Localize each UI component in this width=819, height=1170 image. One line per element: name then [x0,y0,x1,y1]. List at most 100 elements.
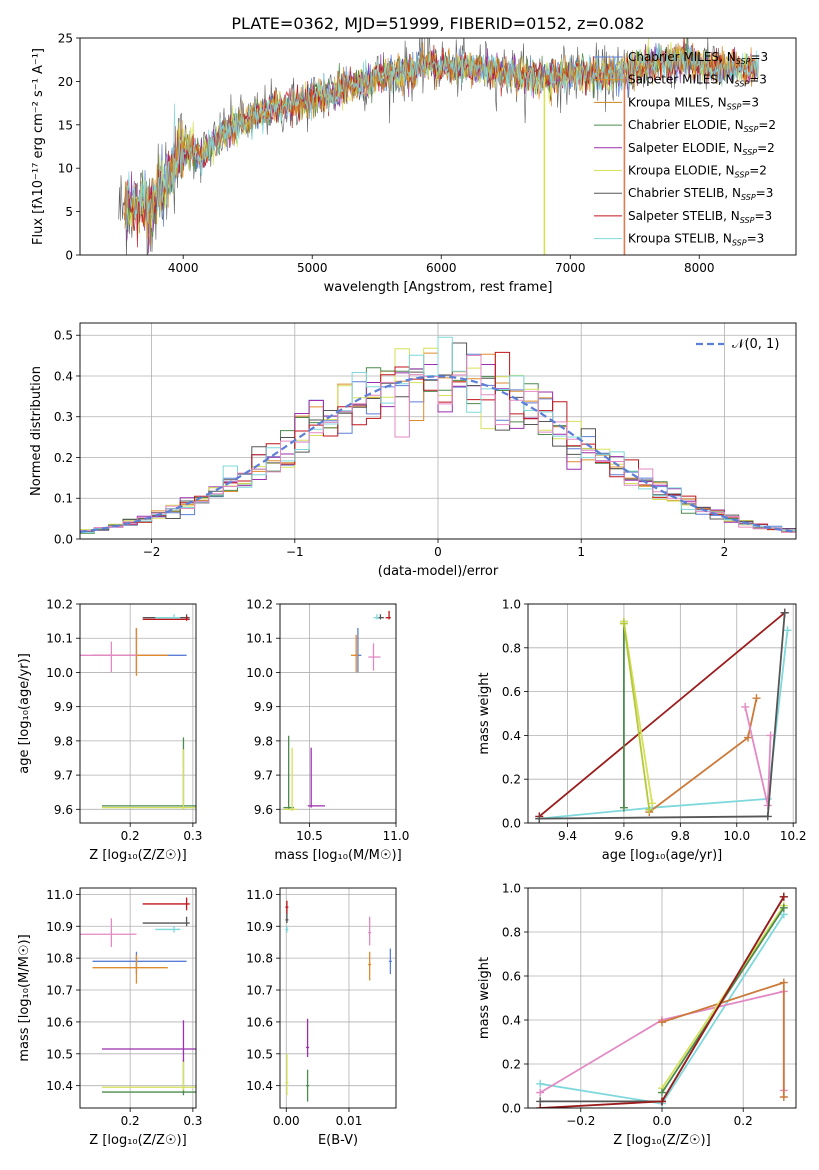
plus-marker [779,978,788,987]
legend-label: Kroupa STELIB, NSSP=3 [628,232,764,248]
plot-area [80,336,796,534]
errorbar-point [155,926,181,933]
x-tick-label: 6000 [426,261,457,275]
plus-marker [658,1097,666,1106]
y-tick-label: 0.2 [502,773,521,787]
legend-label: Chabrier MILES, NSSP=3 [628,50,768,66]
plus-marker [536,1088,545,1097]
errorbar-point [101,737,196,810]
errorbar-point [101,1058,196,1091]
y-tick-label: 10.8 [46,952,73,966]
errorbar-point [142,614,190,620]
x-tick-label: 8000 [684,261,715,275]
chart-massweight_vs_Z: −0.2 0.0 0.2 0.0 0.2 0.4 0.6 0.8 1.0 Z [log₁₀(Z/Z… [477,882,797,1148]
x-tick-label: 0.00 [273,1114,300,1128]
y-axis-label: Flux [fλ10⁻¹⁷ erg cm⁻² s⁻¹ A⁻¹] [31,48,46,245]
series-line [661,905,785,1089]
plus-marker [536,1079,545,1088]
y-tick-label: 9.8 [254,734,273,748]
x-tick-label: 9.4 [558,829,577,843]
errorbar-point [385,610,391,620]
axes-frame [79,322,797,540]
errorbar-point [92,954,168,984]
legend: Chabrier MILES, NSSP=3 Salpeter MILES, NS… [594,50,776,248]
errorbar-point [285,913,289,924]
grid [280,888,396,1108]
plot-area [283,610,391,812]
axes-frame [527,603,797,824]
plot-area [285,900,392,1102]
y-tick-label: 10.6 [246,1015,273,1029]
errorbar-point [92,627,187,673]
y-tick-label: 10.9 [246,920,273,934]
plus-marker [779,1093,788,1101]
errorbar-point [350,634,358,673]
chart-mass_vs_Z: 0.2 0.3 10.4 10.5 10.6 10.7 10.8 10.9 11.0 Z [log… [17,887,202,1148]
plus-marker [744,733,753,742]
x-tick-label: 10.0 [723,829,750,843]
y-tick-label: 10.2 [246,598,273,612]
errorbar-point [368,916,372,946]
errorbar-point [92,951,187,975]
grid [280,603,397,823]
legend-label: Chabrier STELIB, NSSP=3 [628,186,773,202]
x-tick-label: 0.0 [652,1114,671,1128]
y-tick-label: 0.4 [502,729,521,743]
plus-marker [658,1018,666,1027]
axes-frame [279,887,397,1109]
plus-marker [535,814,544,823]
y-tick-label: 0 [65,249,73,263]
weight-series [658,978,788,1101]
x-tick-label: 4000 [168,261,199,275]
plus-marker [619,803,628,812]
y-tick-label: 10.9 [46,920,73,934]
weight-series [535,608,789,821]
y-tick-label: 0.4 [502,1014,521,1028]
errorbar-point [155,614,181,619]
errorbar-point [101,1060,196,1096]
y-tick-label: 5 [65,205,73,219]
x-tick-label: −2 [143,545,161,559]
y-tick-label: 0.2 [54,451,73,465]
y-tick-label: 10.4 [246,1079,273,1093]
y-tick-label: 11.0 [246,888,273,902]
series-line [744,706,772,806]
errorbar-point [285,1053,289,1096]
y-tick-label: 10 [58,162,73,176]
y-tick-label: 1.0 [502,598,521,612]
x-tick-label: 0.3 [183,1114,202,1128]
x-axis-label: Z [log₁₀(Z/Z☉)] [89,848,186,863]
y-tick-label: 0.6 [502,685,521,699]
errorbar-point [142,615,190,621]
errorbar-point [285,900,289,914]
x-tick-label: 9.8 [671,829,690,843]
y-tick-label: 0.5 [54,329,73,343]
y-tick-label: 10.1 [246,632,273,646]
chart-mass_vs_EBV: 0.00 0.01 10.4 10.5 10.6 10.7 10.8 10.9 11.0 E(B-… [246,887,397,1148]
y-tick-label: 10.4 [46,1079,73,1093]
plus-marker [645,805,654,814]
y-axis-label: mass weight [477,672,492,754]
errorbar-point [142,897,190,911]
y-tick-label: 9.7 [254,769,273,783]
chart-massweight_vs_age: 9.4 9.6 9.8 10.0 10.2 0.0 0.2 0.4 0.6 0.8 1.0 age [… [477,598,807,864]
plus-marker [766,731,775,740]
y-tick-label: 9.7 [54,769,73,783]
y-tick-label: 0.0 [502,817,521,831]
legend: 𝒩(0, 1) [696,337,779,352]
y-tick-label: 0.2 [502,1058,521,1072]
legend-label: Salpeter ELODIE, NSSP=2 [628,141,775,157]
grid [80,888,196,1108]
weight-series [535,626,792,823]
series-line [125,43,759,231]
x-tick-label: 0.3 [183,829,202,843]
figure-title: PLATE=0362, MJD=51999, FIBERID=0152, z=0… [231,14,644,33]
x-axis-label: Z [log₁₀(Z/Z☉)] [613,1133,710,1148]
plus-marker [783,626,792,635]
errorbar-point [376,614,384,620]
x-tick-label: 10.5 [296,829,323,843]
series-line [123,42,759,247]
plus-marker [658,1088,666,1097]
y-tick-label: 10.0 [246,666,273,680]
